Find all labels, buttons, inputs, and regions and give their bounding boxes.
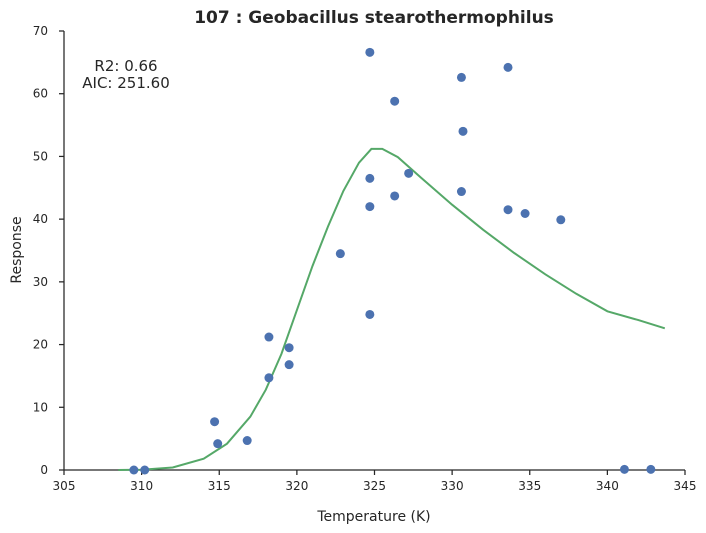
data-point — [242, 436, 252, 446]
data-point — [503, 62, 513, 72]
x-tick-label: 310 — [130, 479, 153, 493]
data-point — [404, 168, 414, 178]
x-tick-label: 335 — [518, 479, 541, 493]
data-point — [264, 332, 274, 342]
x-tick-label: 340 — [596, 479, 619, 493]
y-tick-label: 0 — [40, 463, 48, 477]
data-point — [365, 202, 375, 212]
data-point — [503, 205, 513, 215]
data-point — [619, 464, 629, 474]
data-point — [365, 309, 375, 319]
data-point — [335, 249, 345, 259]
data-point — [140, 465, 150, 475]
data-point — [390, 96, 400, 106]
y-tick-label: 30 — [33, 275, 48, 289]
y-tick-label: 20 — [33, 338, 48, 352]
data-point — [284, 343, 294, 353]
data-point — [456, 187, 466, 197]
aic-annotation: AIC: 251.60 — [82, 74, 169, 92]
r2-annotation: R2: 0.66 — [94, 57, 157, 75]
data-points-layer — [129, 47, 656, 475]
x-tick-label: 330 — [441, 479, 464, 493]
chart-title: 107 : Geobacillus stearothermophilus — [194, 8, 554, 28]
y-tick-label: 40 — [33, 212, 48, 226]
y-tick-label: 50 — [33, 149, 48, 163]
data-point — [129, 465, 139, 475]
x-tick-label: 320 — [285, 479, 308, 493]
x-tick-label: 345 — [674, 479, 697, 493]
data-point — [365, 47, 375, 57]
y-tick-label: 70 — [33, 24, 48, 38]
y-axis-label: Response — [9, 216, 25, 283]
axes: 305 310 315 320 325 330 335 340 345 0 10 20 30 40 50 60… — [33, 24, 697, 493]
x-axis-label: Temperature (K) — [316, 509, 430, 525]
data-point — [520, 208, 530, 218]
data-point — [210, 417, 220, 427]
data-point — [556, 215, 566, 225]
fit-curve-layer — [118, 147, 666, 471]
data-point — [365, 173, 375, 183]
data-point — [390, 191, 400, 201]
x-tick-label: 315 — [208, 479, 231, 493]
data-point — [646, 464, 656, 474]
data-point — [458, 126, 468, 136]
x-tick-label: 305 — [53, 479, 76, 493]
data-point — [213, 439, 223, 449]
y-tick-label: 10 — [33, 400, 48, 414]
y-tick-label: 60 — [33, 87, 48, 101]
data-point — [264, 373, 274, 383]
fit-curve — [118, 147, 666, 471]
x-tick-label: 325 — [363, 479, 386, 493]
data-point — [284, 360, 294, 370]
data-point — [456, 72, 466, 82]
